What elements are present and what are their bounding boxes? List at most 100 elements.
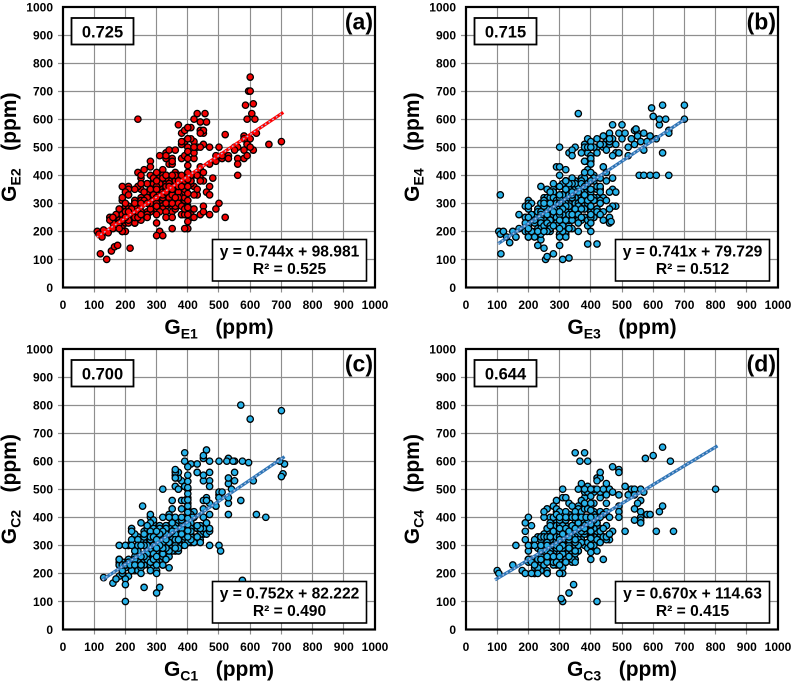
svg-text:700: 700	[674, 640, 694, 654]
svg-text:0: 0	[463, 298, 470, 312]
svg-text:800: 800	[706, 298, 726, 312]
svg-text:200: 200	[115, 298, 135, 312]
svg-text:0.725: 0.725	[82, 24, 123, 42]
svg-text:600: 600	[436, 113, 456, 127]
svg-text:200: 200	[436, 567, 456, 581]
svg-text:100: 100	[84, 640, 104, 654]
svg-text:700: 700	[674, 298, 694, 312]
svg-text:300: 300	[33, 539, 53, 553]
svg-text:200: 200	[436, 225, 456, 239]
svg-text:900: 900	[33, 28, 53, 42]
svg-text:700: 700	[271, 640, 291, 654]
svg-text:100: 100	[487, 640, 507, 654]
svg-text:600: 600	[643, 640, 663, 654]
svg-text:500: 500	[209, 298, 229, 312]
svg-text:900: 900	[737, 640, 757, 654]
svg-text:100: 100	[436, 253, 456, 267]
svg-text:300: 300	[550, 298, 570, 312]
svg-text:0.644: 0.644	[485, 366, 527, 384]
svg-text:400: 400	[33, 511, 53, 525]
svg-text:(d): (d)	[747, 351, 776, 377]
svg-text:300: 300	[550, 640, 570, 654]
svg-text:800: 800	[303, 298, 323, 312]
svg-text:100: 100	[84, 298, 104, 312]
svg-text:1000: 1000	[26, 0, 53, 14]
svg-text:300: 300	[147, 298, 167, 312]
svg-text:600: 600	[436, 455, 456, 469]
svg-text:1000: 1000	[765, 298, 792, 312]
svg-text:700: 700	[436, 426, 456, 440]
svg-text:800: 800	[303, 640, 323, 654]
svg-text:600: 600	[33, 455, 53, 469]
svg-text:600: 600	[240, 298, 260, 312]
svg-text:300: 300	[436, 197, 456, 211]
svg-text:0: 0	[60, 640, 67, 654]
svg-text:y = 0.670x + 114.63: y = 0.670x + 114.63	[623, 586, 762, 603]
svg-text:1000: 1000	[765, 640, 792, 654]
svg-text:700: 700	[33, 84, 53, 98]
svg-text:500: 500	[436, 141, 456, 155]
svg-text:900: 900	[33, 370, 53, 384]
svg-text:300: 300	[147, 640, 167, 654]
svg-text:500: 500	[209, 640, 229, 654]
svg-text:0.700: 0.700	[82, 366, 123, 384]
svg-text:GC2 (ppm): GC2 (ppm)	[0, 434, 24, 544]
svg-text:0: 0	[449, 623, 456, 637]
svg-text:0: 0	[449, 281, 456, 295]
svg-text:400: 400	[33, 169, 53, 183]
svg-text:100: 100	[33, 253, 53, 267]
svg-text:700: 700	[33, 426, 53, 440]
svg-text:1000: 1000	[429, 342, 456, 356]
svg-text:800: 800	[436, 56, 456, 70]
svg-text:GC1 (ppm): GC1 (ppm)	[164, 658, 274, 683]
svg-text:700: 700	[271, 298, 291, 312]
svg-text:800: 800	[33, 56, 53, 70]
svg-text:400: 400	[178, 640, 198, 654]
svg-text:800: 800	[33, 398, 53, 412]
svg-text:200: 200	[518, 298, 538, 312]
svg-text:0: 0	[463, 640, 470, 654]
svg-text:600: 600	[240, 640, 260, 654]
svg-text:400: 400	[581, 298, 601, 312]
svg-text:R² = 0.415: R² = 0.415	[656, 603, 730, 620]
svg-text:500: 500	[436, 483, 456, 497]
svg-text:800: 800	[706, 640, 726, 654]
svg-text:200: 200	[115, 640, 135, 654]
svg-text:600: 600	[33, 113, 53, 127]
svg-text:0: 0	[60, 298, 67, 312]
svg-text:GE4 (ppm): GE4 (ppm)	[401, 93, 427, 202]
svg-text:600: 600	[643, 298, 663, 312]
svg-text:R² = 0.490: R² = 0.490	[253, 603, 327, 620]
svg-text:(b): (b)	[747, 9, 776, 35]
svg-text:500: 500	[33, 483, 53, 497]
svg-text:100: 100	[487, 298, 507, 312]
svg-text:200: 200	[518, 640, 538, 654]
svg-text:400: 400	[581, 640, 601, 654]
svg-text:500: 500	[612, 640, 632, 654]
svg-text:1000: 1000	[362, 298, 389, 312]
svg-text:R² = 0.512: R² = 0.512	[656, 261, 730, 278]
svg-text:900: 900	[334, 640, 354, 654]
svg-text:1000: 1000	[26, 342, 53, 356]
svg-text:300: 300	[436, 539, 456, 553]
svg-text:1000: 1000	[429, 0, 456, 14]
svg-text:y = 0.744x + 98.981: y = 0.744x + 98.981	[220, 244, 360, 261]
svg-text:900: 900	[436, 28, 456, 42]
svg-text:300: 300	[33, 197, 53, 211]
svg-text:900: 900	[737, 298, 757, 312]
svg-text:700: 700	[436, 84, 456, 98]
svg-text:100: 100	[436, 595, 456, 609]
svg-text:200: 200	[33, 225, 53, 239]
svg-text:500: 500	[33, 141, 53, 155]
svg-text:400: 400	[178, 298, 198, 312]
svg-text:200: 200	[33, 567, 53, 581]
svg-text:(a): (a)	[345, 9, 373, 35]
svg-text:GC3 (ppm): GC3 (ppm)	[567, 658, 677, 683]
svg-text:(c): (c)	[345, 351, 373, 377]
svg-text:0: 0	[46, 623, 53, 637]
svg-text:100: 100	[33, 595, 53, 609]
svg-text:900: 900	[436, 370, 456, 384]
svg-text:400: 400	[436, 169, 456, 183]
svg-text:800: 800	[436, 398, 456, 412]
svg-text:400: 400	[436, 511, 456, 525]
